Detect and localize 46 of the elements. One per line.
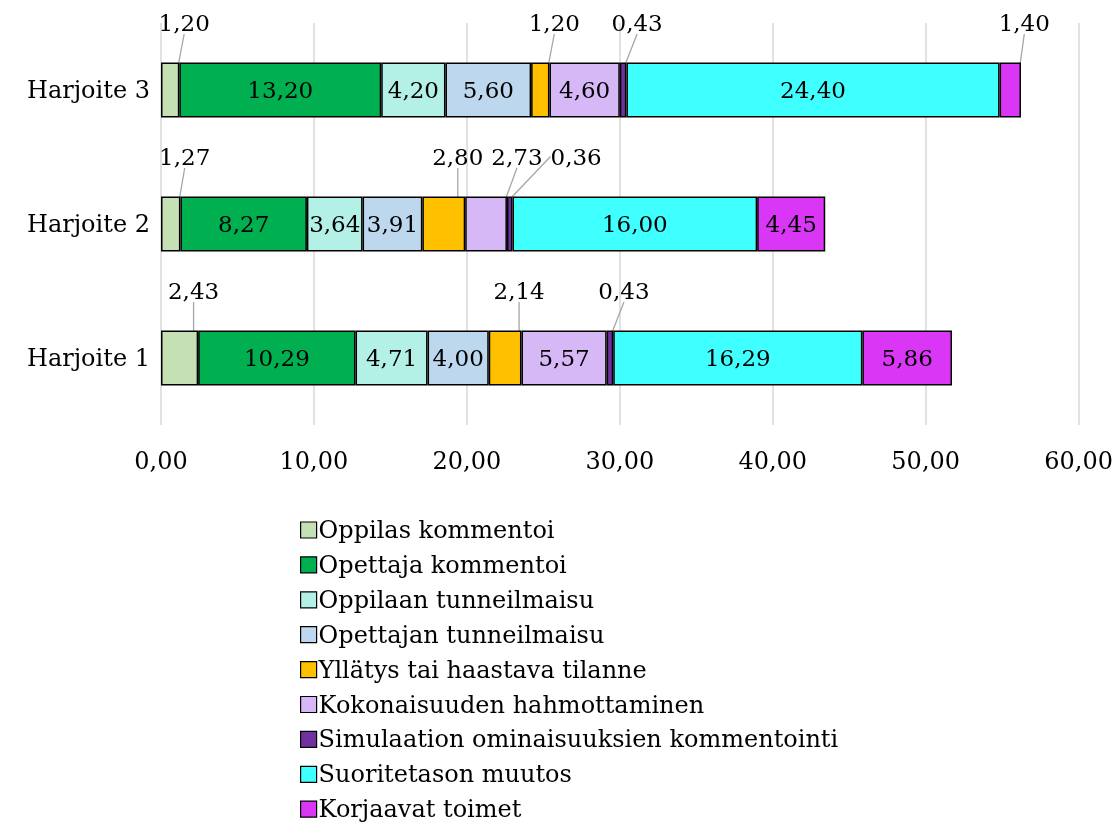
- x-tick-label: 20,00: [432, 447, 502, 475]
- data-label: 4,00: [432, 345, 484, 371]
- x-tick-label: 10,00: [279, 447, 349, 475]
- data-label: 2,14: [493, 277, 545, 304]
- data-label: 2,73: [491, 143, 543, 170]
- legend-label: Opettajan tunneilmaisu: [318, 620, 605, 649]
- data-label: 0,43: [611, 9, 663, 36]
- data-label: 0,43: [598, 277, 650, 304]
- y-tick-label: Harjoite 1: [26, 344, 150, 372]
- legend-label: Yllätys tai haastava tilanne: [317, 655, 647, 684]
- x-tick-label: 40,00: [738, 447, 808, 475]
- x-tick-label: 0,00: [134, 447, 188, 475]
- data-label: 2,80: [432, 143, 484, 170]
- data-label: 16,00: [601, 211, 668, 237]
- data-label: 8,27: [218, 211, 270, 237]
- legend-label: Kokonaisuuden hahmottaminen: [318, 690, 705, 719]
- data-label: 13,20: [247, 77, 314, 103]
- data-label: 1,20: [158, 9, 210, 36]
- y-tick-label: Harjoite 2: [26, 210, 150, 238]
- data-label: 4,20: [387, 77, 439, 103]
- legend-label: Oppilas kommentoi: [318, 516, 555, 544]
- data-label: 2,43: [167, 277, 220, 304]
- data-label: 24,40: [780, 77, 846, 103]
- legend-label: Simulaation ominaisuuksien kommentointi: [318, 725, 839, 754]
- data-label: 1,40: [998, 9, 1050, 36]
- data-label: 5,86: [881, 345, 933, 371]
- x-tick-label: 50,00: [891, 447, 961, 475]
- data-label: 0,36: [550, 143, 602, 170]
- data-label: 4,71: [365, 345, 418, 371]
- data-label: 5,57: [538, 345, 590, 371]
- data-label: 1,27: [159, 143, 211, 170]
- legend-label: Oppilaan tunneilmaisu: [318, 585, 595, 614]
- data-label: 1,20: [528, 9, 580, 36]
- data-label: 16,29: [704, 345, 771, 371]
- data-label: 4,60: [559, 77, 611, 103]
- legend-label: Korjaavat toimet: [318, 795, 522, 823]
- data-label: 3,91: [366, 211, 419, 237]
- legend-label: Opettaja kommentoi: [318, 550, 568, 579]
- x-tick-label: 60,00: [1044, 447, 1114, 475]
- data-label: 5,60: [462, 77, 514, 103]
- x-tick-label: 30,00: [585, 447, 655, 475]
- y-tick-label: Harjoite 3: [26, 76, 150, 104]
- data-label: 4,45: [765, 211, 817, 237]
- legend-label: Suoritetason muutos: [318, 760, 572, 789]
- data-label: 10,29: [243, 345, 310, 371]
- data-label: 3,64: [309, 211, 361, 237]
